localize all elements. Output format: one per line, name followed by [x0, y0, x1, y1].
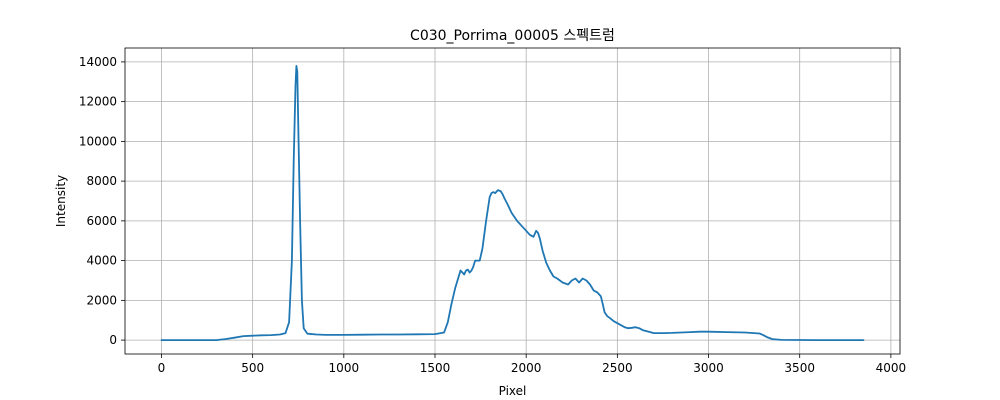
x-tick-label: 1000	[329, 361, 360, 375]
y-tick-label: 12000	[79, 95, 117, 109]
y-tick-label: 4000	[86, 254, 117, 268]
x-axis-ticks: 0 500 1000 1500 2000 2500 3000 3500 4000	[158, 354, 907, 375]
grid	[125, 48, 900, 354]
y-tick-label: 10000	[79, 134, 117, 148]
x-axis-label: Pixel	[499, 384, 527, 398]
x-tick-label: 3500	[784, 361, 815, 375]
y-tick-label: 0	[109, 333, 117, 347]
chart-title: C030_Porrima_00005 스펙트럼	[410, 28, 615, 44]
spectrum-line	[160, 65, 865, 341]
x-tick-label: 4000	[876, 361, 907, 375]
x-tick-label: 3000	[693, 361, 724, 375]
x-tick-label: 2000	[511, 361, 542, 375]
y-tick-label: 6000	[86, 214, 117, 228]
x-tick-label: 1500	[420, 361, 451, 375]
x-tick-label: 2500	[602, 361, 633, 375]
y-axis-ticks: 0 2000 4000 6000 8000 10000 12000 14000	[79, 55, 125, 347]
series-layer	[160, 65, 865, 341]
y-tick-label: 2000	[86, 293, 117, 307]
plot-area-frame	[124, 47, 901, 355]
y-axis-label: Intensity	[54, 175, 68, 227]
y-tick-label: 8000	[86, 174, 117, 188]
y-tick-label: 14000	[79, 55, 117, 69]
x-tick-label: 500	[241, 361, 264, 375]
x-tick-label: 0	[158, 361, 166, 375]
